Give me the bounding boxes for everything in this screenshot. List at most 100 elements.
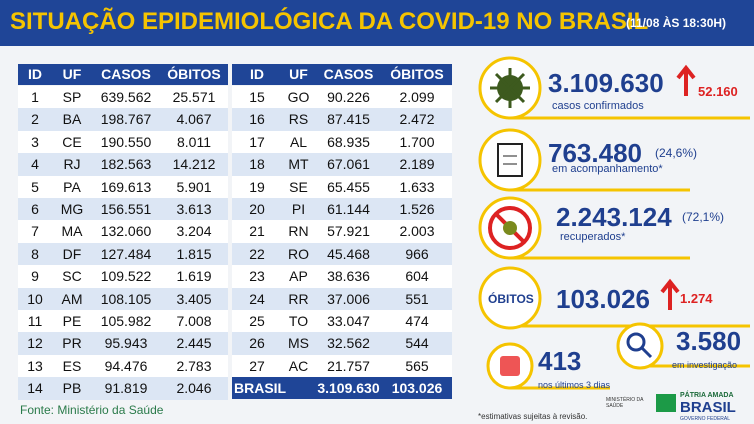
table-cell: 6 [31,201,39,217]
table-row [232,354,452,378]
table-cell: TO [288,313,309,329]
table-row [18,108,228,131]
table-cell: CE [62,133,82,150]
table-cell: 604 [405,268,429,285]
investigation-value: 3.580 [676,326,742,356]
table-cell: 8.011 [177,133,211,150]
table-cell: RS [288,111,309,128]
total-cell: BRASIL [234,380,287,397]
table-cell: 109.522 [100,268,152,285]
table-cell: 2.783 [176,357,212,374]
table-row [232,287,452,310]
table-cell: 94.476 [104,357,148,374]
table-cell: 61.144 [327,201,370,217]
table-cell: 1.815 [176,245,212,262]
table-row [232,242,452,266]
table-cell: RO [288,245,309,262]
table-cell: AL [289,133,308,150]
table-cell: 13 [27,357,43,374]
table-row [232,198,452,221]
table-cell: 966 [405,245,429,262]
table-cell: MG [60,201,84,217]
table-cell: 16 [249,111,265,128]
table-row [18,242,228,266]
table-cell: 3.405 [176,290,212,307]
table-cell: 38.636 [327,268,370,285]
table-cell: 5 [31,178,39,195]
table-cell: 544 [405,335,429,352]
table-cell: 474 [405,313,429,329]
table-cell: 169.613 [100,178,152,195]
table-cell: 57.921 [327,223,370,240]
header-bar [0,0,754,46]
table-cell: 5.901 [176,178,212,195]
table-cell: 24 [249,290,265,307]
table-cell: BA [62,111,82,128]
table-cell: RJ [63,156,81,173]
table-row [232,108,452,131]
table-header [18,64,228,85]
table-row [18,354,228,378]
table-cell: 3.204 [176,223,212,240]
column-header: CASOS [323,66,374,82]
country: BRASIL [680,399,736,416]
table-cell: 25 [249,313,265,329]
table-cell: 1.633 [399,178,435,195]
table-cell: 87.415 [327,111,370,128]
table-cell: AM [61,290,83,307]
last-days-label: nos últimos 3 dias [538,380,611,390]
monitoring-label: em acompanhamento* [552,163,663,175]
table-row [232,265,452,288]
column-header: ID [28,66,42,82]
table-cell: 2.099 [399,89,435,105]
table-row [232,175,452,198]
table-cell: 2 [31,111,39,128]
government: GOVERNO FEDERAL [680,416,731,422]
table-row [232,130,452,154]
source: Fonte: Ministério da Saúde [20,403,164,417]
table-cell: 11 [27,313,43,329]
table-row [18,198,228,221]
table-row [18,130,228,154]
confirmed-delta: 52.160 [698,84,738,99]
table-row [18,287,228,310]
table-row [232,310,452,333]
table-cell: 37.006 [327,290,370,307]
ministry-logo: MINISTÉRIO DA SAÚDE [606,397,644,409]
table-row [18,377,228,400]
table-cell: 95.943 [104,335,148,352]
date: (11/08 ÀS 18:30H) [626,16,727,30]
table-cell: PE [62,313,82,329]
table-cell: 21 [249,223,265,240]
table-cell: 22 [249,245,265,262]
table-cell: 32.562 [327,335,370,352]
table-cell: 26 [249,335,265,352]
note: *estimativas sujeitas à revisão. [478,412,588,421]
table-cell: 8 [31,245,39,262]
deaths-title: ÓBITOS [488,292,534,306]
table-cell: 18 [249,156,265,173]
table-cell: 14.212 [172,156,216,173]
table-row [232,332,452,355]
table-cell: 15 [249,89,265,105]
table-cell: 3.613 [176,201,212,217]
table-cell: AC [288,357,309,374]
table-cell: 67.061 [327,156,370,173]
table-cell: 17 [249,133,265,150]
column-header: UF [62,66,82,82]
total-row [232,377,452,400]
table-cell: 91.819 [104,380,148,397]
table-cell: 23 [249,268,265,285]
table-row [18,310,228,333]
table-cell: 2.472 [399,111,435,128]
column-header: ID [250,66,264,82]
table-cell: 65.455 [327,178,370,195]
table-cell: GO [287,89,310,105]
table-cell: 3 [31,133,39,150]
table-cell: 108.105 [100,290,152,307]
table-row [232,153,452,176]
table-cell: 7.008 [176,313,212,329]
table-cell: RN [288,223,309,240]
table-row [18,220,228,243]
